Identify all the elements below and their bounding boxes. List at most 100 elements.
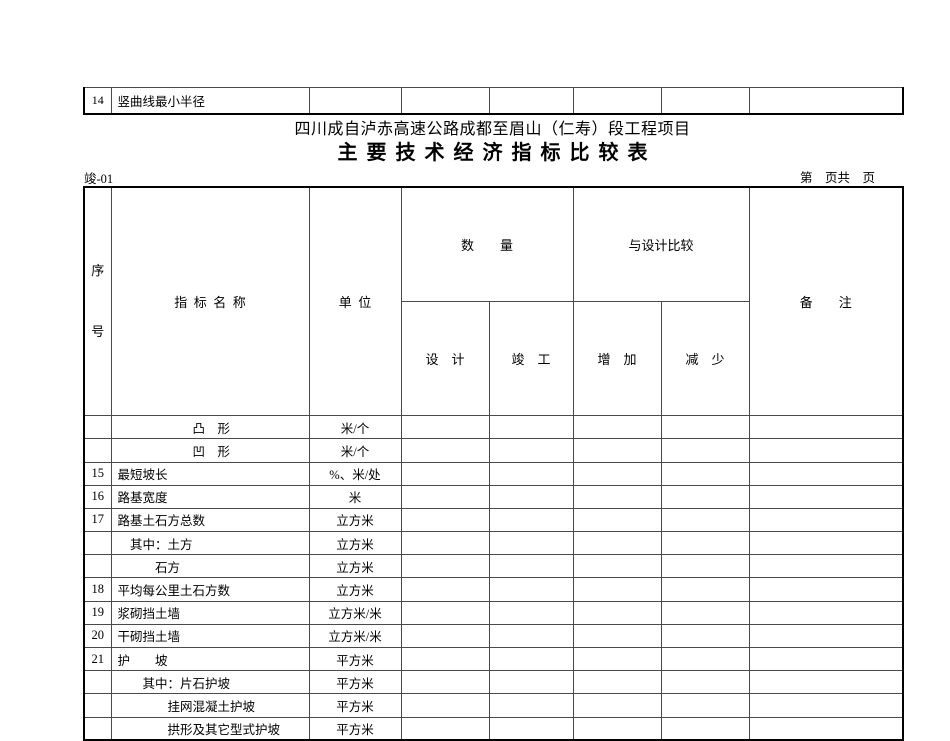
cell-unit: 立方米/米	[308, 600, 402, 625]
cell-unit: 米/个	[308, 415, 402, 440]
cell-completed-value	[488, 87, 574, 115]
cell-no: 20	[83, 623, 112, 649]
cell-unit: 立方米/米	[308, 623, 402, 649]
table-row: 挂网混凝土护坡 平方米	[83, 693, 904, 718]
cell-increase-value	[572, 531, 662, 556]
cell-increase-value	[572, 670, 662, 695]
cell-remark	[748, 716, 904, 741]
cell-design-value	[400, 461, 490, 486]
cell-remark	[748, 461, 904, 486]
cell-decrease-value	[660, 484, 750, 509]
cell-indicator-name: 平均每公里土石方数	[110, 577, 310, 602]
cell-remark	[748, 507, 904, 533]
cell-increase-value	[572, 693, 662, 718]
cell-increase-value	[572, 87, 662, 115]
cell-design-value	[400, 415, 490, 440]
doc-code: 竣-01	[84, 172, 114, 186]
cell-indicator-name: 路基宽度	[110, 484, 310, 509]
cell-indicator-name: 干砌挡土墙	[110, 623, 310, 649]
cell-unit	[308, 87, 402, 115]
cell-design-value	[400, 531, 490, 556]
cell-no	[83, 415, 112, 440]
cell-decrease-value	[660, 693, 750, 718]
project-title: 四川成自泸赤高速公路成都至眉山（仁寿）段工程项目	[294, 121, 691, 138]
cell-remark	[748, 577, 904, 602]
comparison-table: 序 号 指 标 名 称 单 位 数 量 与设计比较 备 注 设 计 竣 工 增 …	[83, 186, 905, 741]
cell-unit: 立方米	[308, 577, 402, 602]
cell-completed-value	[488, 693, 574, 718]
cell-completed-value	[488, 415, 574, 440]
table-row: 21 护 坡 平方米	[83, 646, 904, 672]
header-no: 序 号	[83, 186, 112, 417]
cell-completed-value	[488, 716, 574, 741]
cell-decrease-value	[660, 600, 750, 625]
cell-indicator-name: 挂网混凝土护坡	[110, 693, 310, 718]
cell-completed-value	[488, 600, 574, 625]
header-row-bottom: 设 计 竣 工 增 加 减 少	[84, 300, 903, 417]
cell-design-value	[400, 87, 490, 115]
cell-unit: 平方米	[308, 670, 402, 695]
cell-decrease-value	[660, 623, 750, 649]
cell-increase-value	[572, 646, 662, 672]
cell-design-value	[400, 507, 490, 533]
table-row: 凸 形 米/个	[83, 415, 904, 440]
cell-increase-value	[572, 554, 662, 579]
cell-design-value	[400, 438, 490, 463]
cell-no	[83, 716, 112, 741]
table-row: 拱形及其它型式护坡 平方米	[83, 716, 904, 741]
cell-no	[83, 531, 112, 556]
cell-decrease-value	[660, 531, 750, 556]
cell-unit: 平方米	[308, 646, 402, 672]
cell-increase-value	[572, 507, 662, 533]
cell-increase-value	[572, 484, 662, 509]
cell-unit: 平方米	[308, 693, 402, 718]
cell-remark	[748, 438, 904, 463]
cell-design-value	[400, 577, 490, 602]
cell-indicator-name: 浆砌挡土墙	[110, 600, 310, 625]
cell-increase-value	[572, 623, 662, 649]
page-indicator: 第 页共 页	[799, 171, 875, 185]
cell-decrease-value	[660, 415, 750, 440]
cell-completed-value	[488, 484, 574, 509]
cell-design-value	[400, 623, 490, 649]
cell-unit: 立方米	[308, 531, 402, 556]
cell-increase-value	[572, 577, 662, 602]
header-decrease: 减 少	[660, 300, 750, 417]
cell-no: 18	[83, 577, 112, 602]
cell-indicator-name: 拱形及其它型式护坡	[110, 716, 310, 741]
header-completed: 竣 工	[488, 300, 574, 417]
cell-decrease-value	[660, 670, 750, 695]
cell-no: 15	[83, 461, 112, 486]
cell-completed-value	[488, 438, 574, 463]
cell-design-value	[400, 670, 490, 695]
cell-increase-value	[572, 415, 662, 440]
cell-indicator-name: 凹 形	[110, 438, 310, 463]
cell-indicator-name: 护 坡	[110, 646, 310, 672]
cell-completed-value	[488, 507, 574, 533]
cell-no	[83, 693, 112, 718]
cell-decrease-value	[660, 461, 750, 486]
cell-no: 14	[83, 87, 112, 115]
cell-indicator-name: 最短坡长	[110, 461, 310, 486]
header-vs-design: 与设计比较	[572, 186, 750, 302]
cell-decrease-value	[660, 577, 750, 602]
carryover-table: 14 竖曲线最小半径	[83, 87, 904, 115]
cell-completed-value	[488, 531, 574, 556]
cell-indicator-name: 其中：土方	[110, 531, 310, 556]
table-row: 18 平均每公里土石方数 立方米	[83, 577, 904, 602]
cell-unit: 平方米	[308, 716, 402, 741]
cell-decrease-value	[660, 87, 750, 115]
table-row: 20 干砌挡土墙 立方米/米	[83, 623, 904, 649]
header-indicator-name: 指 标 名 称	[110, 186, 310, 417]
header-increase: 增 加	[572, 300, 662, 417]
cell-unit: 立方米	[308, 554, 402, 579]
header-no-line2: 号	[91, 323, 105, 339]
cell-completed-value	[488, 670, 574, 695]
cell-no: 17	[83, 507, 112, 533]
cell-decrease-value	[660, 716, 750, 741]
table-row: 其中：土方 立方米	[83, 531, 904, 556]
table-row: 其中：片石护坡 平方米	[83, 670, 904, 695]
header-design: 设 计	[400, 300, 490, 417]
cell-completed-value	[488, 554, 574, 579]
cell-indicator-name: 石方	[110, 554, 310, 579]
